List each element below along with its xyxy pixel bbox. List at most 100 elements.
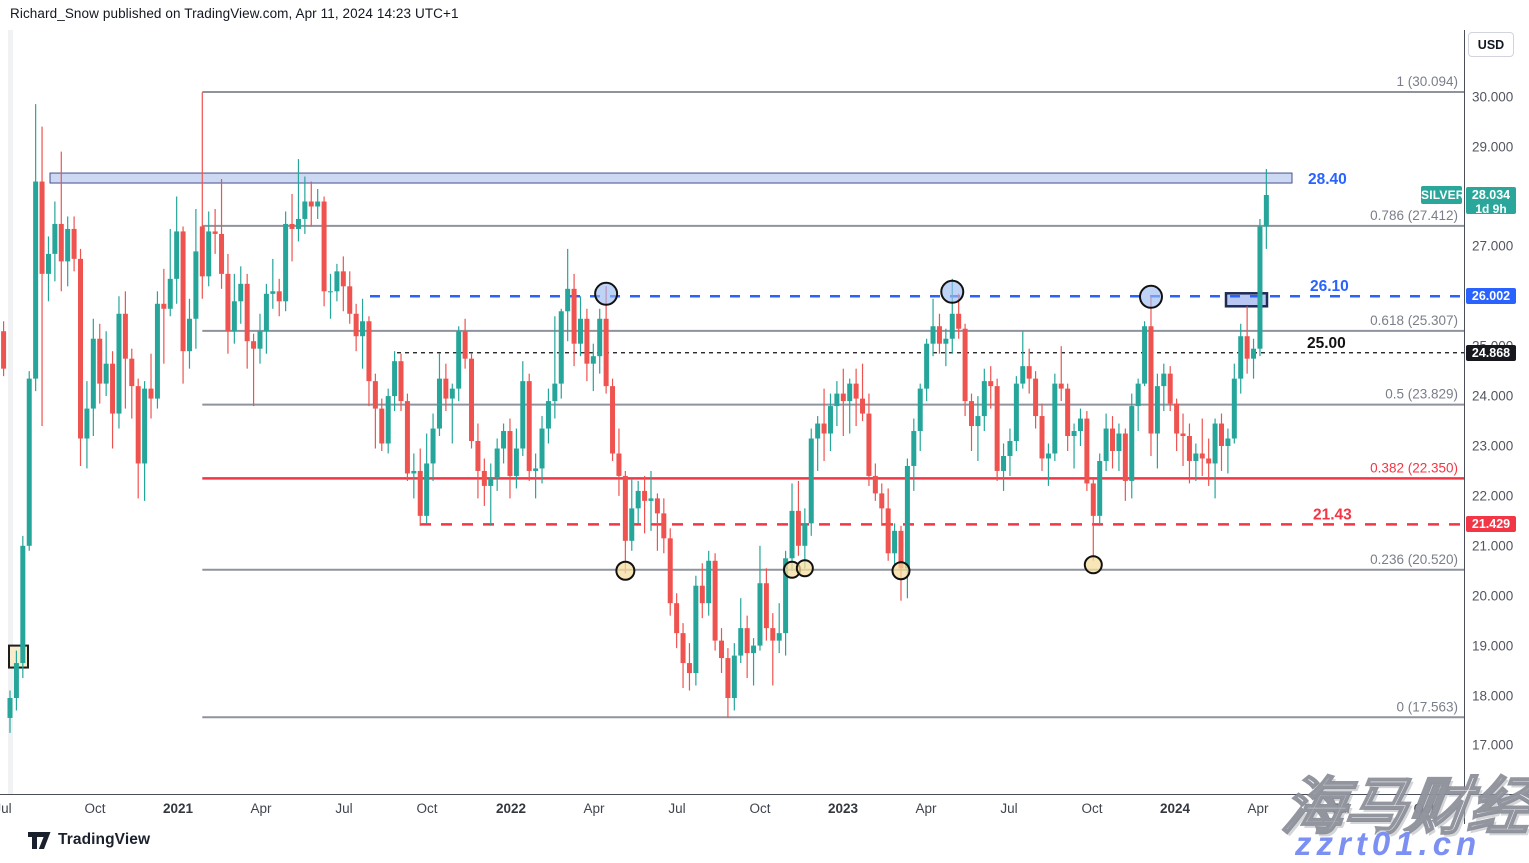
price-chart-canvas[interactable]: 1 (30.094) 0.786 (27.412) 0.618 (25.307) 0.… [0, 30, 1464, 794]
candle-body [1257, 226, 1263, 349]
price-tick-label: 27.000 [1472, 238, 1514, 254]
candle-body [353, 313, 359, 337]
candle-body [885, 508, 891, 554]
candle-body [481, 470, 487, 486]
price-tick-label: 22.000 [1472, 488, 1514, 504]
candle-body [1135, 383, 1141, 407]
candle-body [552, 383, 558, 402]
candle-body [97, 338, 103, 384]
candle-body [65, 228, 71, 262]
symbol-badge: SILVER [1421, 186, 1465, 204]
candle-body [174, 231, 180, 279]
yellow-circle-marker[interactable] [1083, 555, 1103, 575]
candle-body [834, 393, 840, 407]
blue-circle-marker[interactable] [940, 279, 965, 304]
candle-body [475, 441, 481, 471]
price-tick-label: 24.000 [1472, 388, 1514, 404]
candle-body [789, 510, 795, 559]
resistance-band[interactable] [49, 172, 1293, 184]
candle-body [1161, 373, 1167, 387]
blue-circle-marker[interactable] [1138, 284, 1163, 309]
candle-body [1154, 386, 1160, 434]
candle-body [840, 393, 846, 402]
candle-body [744, 628, 750, 654]
candle-body [129, 358, 135, 387]
price-axis[interactable]: USD 30.00029.00028.00027.00026.00025.000… [1465, 30, 1529, 824]
candle-body [1052, 383, 1058, 454]
candle-body [930, 326, 936, 344]
axis-price-badge: 28.034 1d 9h [1466, 187, 1516, 215]
candle-body [738, 628, 744, 656]
yellow-circle-marker[interactable] [615, 560, 636, 581]
candle-body [328, 291, 333, 293]
candle-body [642, 490, 648, 501]
time-tick-label: Oct [84, 801, 106, 816]
candle-body [520, 381, 526, 449]
yellow-circle-marker[interactable] [795, 559, 814, 578]
candle-body [526, 381, 532, 471]
candle-body [122, 313, 128, 359]
candle-body [1097, 460, 1103, 516]
currency-button[interactable]: USD [1468, 32, 1514, 57]
price-tick-label: 19.000 [1472, 638, 1514, 654]
candle-body [501, 431, 507, 449]
candle-body [71, 228, 77, 259]
chart-label: 25.00 [1307, 335, 1346, 352]
left-gutter [8, 30, 13, 794]
candle-body [436, 378, 442, 429]
candle-body [616, 453, 622, 476]
candle-body [917, 388, 923, 432]
candle-body [110, 363, 116, 414]
time-tick-label: Apr [250, 801, 272, 816]
candle-body [103, 363, 109, 384]
time-tick-label: Jul [1000, 801, 1018, 816]
blue-circle-marker[interactable] [594, 281, 619, 306]
candle-body [969, 401, 974, 427]
candle-body [956, 313, 962, 329]
price-tick-label: 23.000 [1472, 438, 1514, 454]
candle-body [1090, 483, 1096, 516]
tradingview-logo-icon [28, 831, 51, 849]
candle-body [635, 490, 641, 509]
axis-price-badge: 21.429 [1466, 516, 1516, 533]
candle-body [295, 218, 301, 229]
candle-body [1193, 453, 1199, 461]
tradingview-logo[interactable]: TradingView [28, 831, 150, 849]
candle-body [225, 273, 231, 332]
time-tick-label: Jul [1332, 801, 1350, 816]
candle-body [161, 303, 167, 309]
candle-body [1167, 373, 1173, 404]
candle-body [808, 438, 814, 524]
candle-body [1263, 195, 1269, 227]
candle-body [321, 201, 327, 292]
candle-body [994, 386, 1000, 471]
price-tick-label: 30.000 [1472, 89, 1514, 105]
candle-body [238, 283, 244, 302]
candle-body [802, 523, 808, 546]
candle-body [783, 558, 789, 634]
time-tick-label: 2023 [827, 801, 859, 816]
price-tick-label: 29.000 [1472, 139, 1514, 155]
chart-label: 1 (30.094) [1396, 74, 1458, 89]
tradingview-logo-text: TradingView [58, 831, 151, 848]
candle-body [1174, 403, 1180, 434]
candle-body [1, 331, 7, 369]
candle-body [148, 388, 154, 399]
chart-label: 0.236 (20.520) [1370, 552, 1458, 567]
candle-body [1122, 433, 1128, 481]
time-tick-label: Oct [749, 801, 771, 816]
candle-body [847, 383, 853, 402]
candle-body [206, 231, 212, 277]
yellow-circle-marker[interactable] [891, 561, 911, 581]
price-tick-label: 17.000 [1472, 737, 1514, 753]
candle-body [1199, 453, 1205, 459]
candle-body [1148, 326, 1154, 434]
candle-body [1238, 336, 1244, 379]
time-axis[interactable]: Jul Oct 2021 Apr Jul Oct 2022 Apr Jul Oct 2023 Apr J… [0, 794, 1529, 824]
candle-body [661, 513, 667, 539]
candle-body [231, 301, 237, 332]
price-tick-label: 20.000 [1472, 588, 1514, 604]
candle-body [26, 378, 32, 546]
candle-body [577, 318, 583, 344]
candle-body [1001, 455, 1007, 471]
